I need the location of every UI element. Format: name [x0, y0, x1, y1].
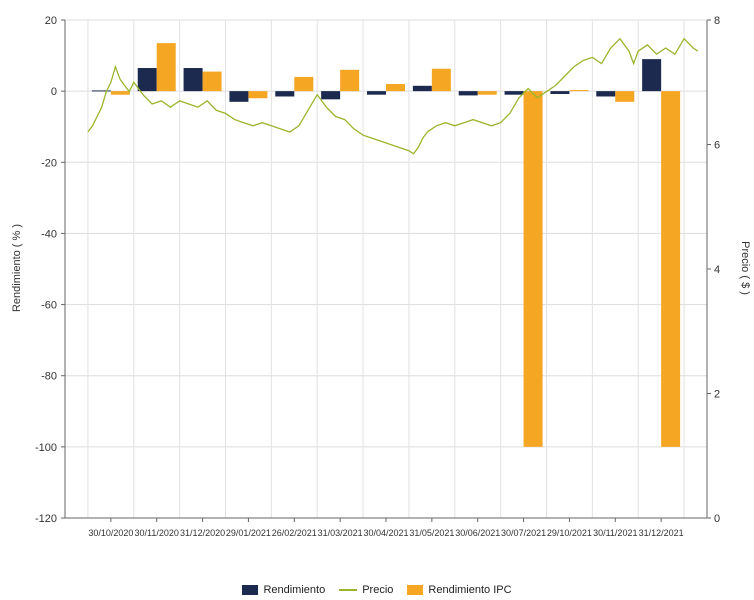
- bar-rendimiento-4: [275, 91, 295, 97]
- legend-swatch-precio: [339, 589, 358, 591]
- legend-item-rendimiento-ipc: Rendimiento IPC: [407, 584, 512, 596]
- y-tick-label-7: -120: [35, 513, 57, 525]
- bar-rendimiento-ipc-3: [248, 91, 268, 99]
- legend-label-precio: Precio: [362, 584, 394, 596]
- bar-rendimiento-ipc-5: [340, 69, 360, 92]
- x-tick-label-8: 30/06/2021: [455, 528, 500, 538]
- bar-rendimiento-11: [596, 91, 616, 97]
- y-tick-label-3: -40: [41, 228, 57, 240]
- bar-rendimiento-ipc-8: [477, 91, 497, 95]
- legend-swatch-rendimiento: [242, 585, 259, 595]
- x-tick-label-11: 30/11/2021: [593, 528, 637, 538]
- bar-rendimiento-ipc-4: [294, 76, 314, 92]
- y-tick-label-5: -80: [41, 371, 57, 383]
- legend: Rendimiento Precio Rendimiento IPC: [0, 580, 754, 600]
- x-tick-label-5: 31/03/2021: [318, 528, 363, 538]
- bar-rendimiento-ipc-2: [202, 71, 222, 92]
- legend-item-precio: Precio: [339, 584, 393, 596]
- bar-rendimiento-8: [458, 91, 478, 96]
- legend-swatch-rendimiento-ipc: [407, 585, 424, 595]
- bar-rendimiento-5: [321, 91, 341, 100]
- bar-rendimiento-ipc-7: [431, 68, 451, 92]
- y2-axis-ticks: 8 6 4 2 0: [707, 15, 720, 525]
- bar-rendimiento-1: [137, 68, 157, 92]
- bar-rendimiento-ipc-6: [386, 84, 405, 92]
- bar-rendimiento-ipc-11: [615, 91, 635, 102]
- y-tick-label-4: -60: [41, 300, 57, 312]
- x-tick-label-0: 30/10/2020: [88, 528, 133, 538]
- x-tick-label-9: 30/07/2021: [501, 528, 546, 538]
- y-tick-label-0: 20: [45, 15, 57, 27]
- x-tick-label-7: 31/05/2021: [409, 528, 454, 538]
- bar-rendimiento-7: [412, 85, 432, 92]
- y-tick-label-2: -20: [41, 157, 57, 169]
- bar-rendimiento-6: [367, 91, 386, 95]
- bar-rendimiento-2: [183, 68, 203, 92]
- y-tick-label-6: -100: [35, 442, 57, 454]
- bar-rendimiento-3: [229, 91, 249, 102]
- bar-rendimiento-ipc-1: [156, 43, 176, 92]
- legend-item-rendimiento: Rendimiento: [242, 584, 325, 596]
- bar-rendimiento-ipc-12: [661, 91, 681, 447]
- bar-rendimiento-0: [91, 90, 111, 92]
- y-tick-label-1: 0: [51, 86, 57, 98]
- y2-tick-label-2: 4: [714, 264, 720, 276]
- x-axis-ticks: 30/10/2020 30/11/2020 31/12/2020 29/01/2021…: [88, 518, 684, 538]
- bar-rendimiento-12: [642, 59, 662, 92]
- x-tick-label-10: 29/10/2021: [547, 528, 592, 538]
- x-tick-label-6: 30/04/2021: [363, 528, 408, 538]
- x-tick-label-2: 31/12/2020: [180, 528, 225, 538]
- y2-axis-label: Precio ( $ ): [739, 241, 751, 295]
- legend-label-rendimiento: Rendimiento: [263, 584, 326, 596]
- gridlines: [65, 19, 707, 519]
- y2-tick-label-4: 0: [714, 513, 720, 525]
- y2-tick-label-0: 8: [714, 15, 720, 27]
- x-tick-label-4: 26/02/2021: [272, 528, 317, 538]
- bar-rendimiento-ipc-10: [569, 90, 589, 92]
- x-tick-label-1: 30/11/2020: [135, 528, 179, 538]
- y2-tick-label-3: 2: [714, 389, 720, 401]
- y-axis-ticks: 20 0 -20 -40 -60 -80 -100 -120: [35, 15, 65, 525]
- y2-tick-label-1: 6: [714, 140, 720, 152]
- x-tick-label-12: 31/12/2021: [639, 528, 684, 538]
- y-axis-label: Rendimiento ( % ): [11, 224, 23, 312]
- precio-line: [87, 37, 699, 155]
- x-tick-label-3: 29/01/2021: [226, 528, 271, 538]
- legend-label-rendimiento-ipc: Rendimiento IPC: [428, 584, 512, 596]
- bar-rendimiento-ipc-9: [523, 91, 543, 447]
- bars: [91, 43, 681, 447]
- bar-rendimiento-ipc-0: [110, 91, 130, 95]
- bar-rendimiento-9: [504, 91, 524, 95]
- bar-rendimiento-10: [550, 91, 570, 94]
